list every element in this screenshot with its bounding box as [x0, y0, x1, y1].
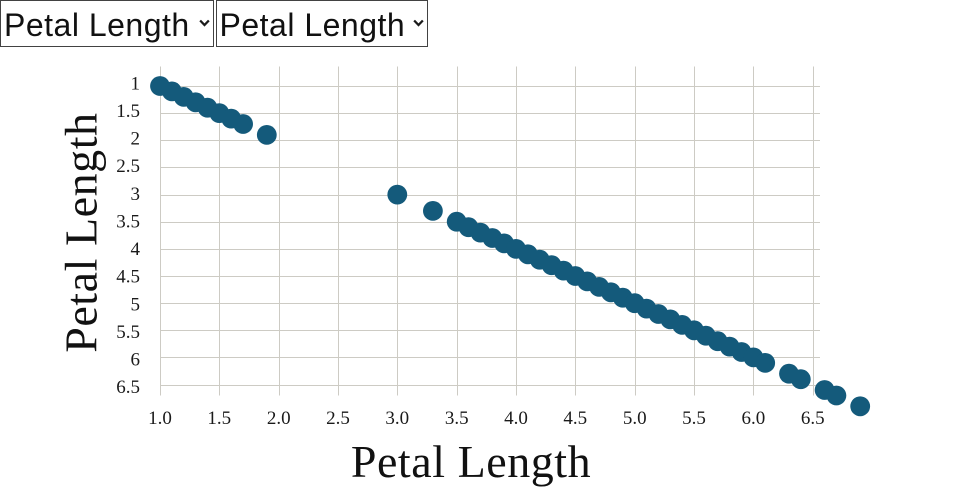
svg-text:Petal Length: Petal Length [56, 112, 107, 352]
svg-text:2.5: 2.5 [116, 156, 140, 177]
svg-text:6.5: 6.5 [116, 377, 140, 398]
svg-text:1.5: 1.5 [116, 101, 140, 122]
svg-text:3.5: 3.5 [116, 211, 140, 232]
svg-text:3.5: 3.5 [445, 408, 469, 429]
svg-text:1.0: 1.0 [148, 408, 172, 429]
svg-text:2: 2 [131, 129, 141, 150]
svg-text:6.0: 6.0 [742, 408, 766, 429]
svg-text:Petal Length: Petal Length [351, 436, 591, 487]
svg-text:4: 4 [131, 239, 141, 260]
svg-text:3: 3 [131, 184, 141, 205]
svg-text:1: 1 [131, 73, 141, 94]
svg-text:4.0: 4.0 [504, 408, 528, 429]
svg-text:5.5: 5.5 [116, 322, 140, 343]
svg-text:5.0: 5.0 [623, 408, 647, 429]
svg-text:2.5: 2.5 [326, 408, 350, 429]
svg-text:4.5: 4.5 [116, 267, 140, 288]
svg-text:6: 6 [131, 350, 141, 371]
svg-text:1.5: 1.5 [207, 408, 231, 429]
svg-text:3.0: 3.0 [385, 408, 409, 429]
svg-text:5.5: 5.5 [682, 408, 706, 429]
svg-text:4.5: 4.5 [563, 408, 587, 429]
svg-text:5: 5 [131, 294, 141, 315]
svg-text:2.0: 2.0 [267, 408, 291, 429]
svg-text:6.5: 6.5 [801, 408, 825, 429]
